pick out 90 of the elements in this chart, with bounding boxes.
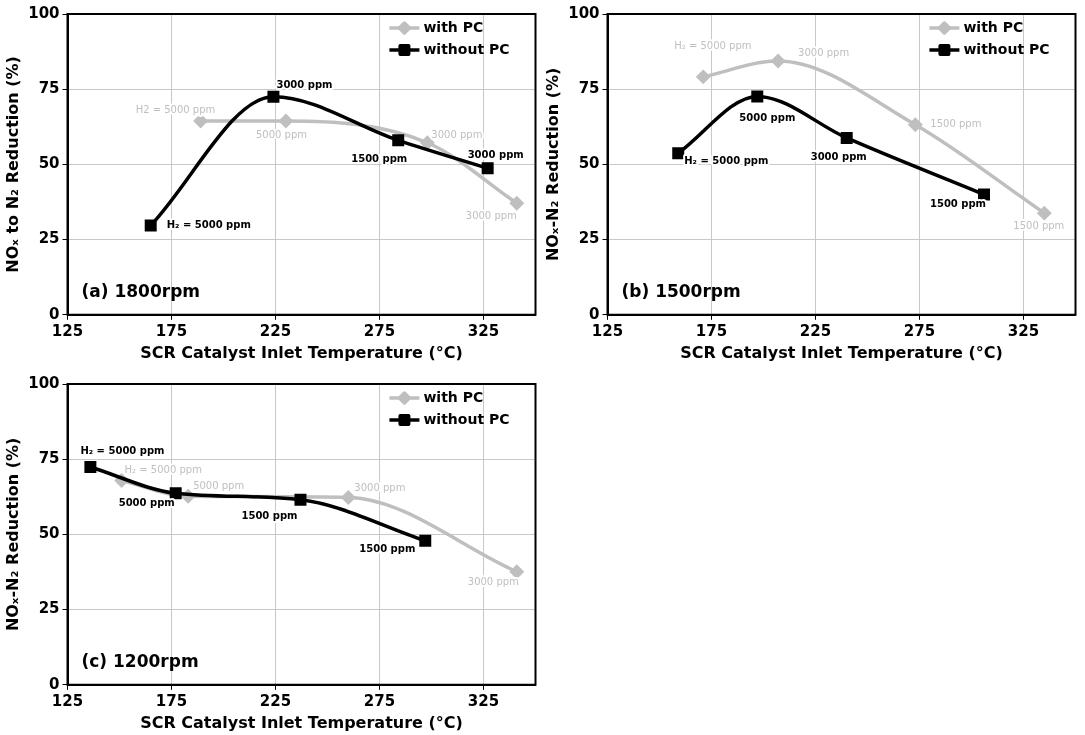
- x-tick-label: 325: [467, 691, 500, 710]
- point: [510, 196, 524, 210]
- annotation: 5000 ppm: [739, 112, 796, 124]
- y-axis-title: NOₓ to N₂ Reduction (%): [2, 56, 22, 273]
- y-tick-label: 50: [38, 524, 60, 543]
- x-tick-label: 175: [155, 691, 188, 710]
- legend-label: with PC: [963, 18, 1024, 35]
- annotation: 1500 ppm: [930, 118, 982, 130]
- annotation: 1500 ppm: [1013, 219, 1065, 231]
- y-tick-label: 0: [49, 304, 60, 323]
- point: [193, 114, 208, 128]
- point: [84, 461, 97, 474]
- point: [144, 219, 157, 232]
- point: [771, 54, 785, 68]
- y-tick-label: 75: [38, 79, 60, 98]
- annotation: 3000 ppm: [431, 129, 483, 141]
- x-tick-label: 275: [363, 691, 396, 710]
- point: [977, 188, 990, 201]
- y-axis-title: NOₓ-N₂ Reduction (%): [2, 437, 22, 632]
- x-tick-label: 225: [259, 691, 292, 710]
- legend-label: without PC: [963, 40, 1050, 57]
- annotation: 3000 ppm: [798, 46, 850, 58]
- annotation: H₂ = 5000 ppm: [124, 464, 202, 476]
- annotation: 3000 ppm: [465, 209, 517, 221]
- x-tick-label: 175: [695, 321, 728, 340]
- y-tick-label: 100: [28, 3, 60, 22]
- point: [419, 534, 432, 547]
- annotation: 3000 ppm: [276, 79, 333, 91]
- point: [840, 131, 853, 144]
- annotation: 1500 ppm: [929, 198, 987, 210]
- x-tick-label: 125: [51, 691, 84, 710]
- y-tick-label: 25: [38, 599, 60, 618]
- annotation: H₂ = 5000 ppm: [684, 154, 769, 166]
- point: [672, 147, 685, 160]
- point: [279, 114, 293, 128]
- annotation: 1500 ppm: [359, 543, 416, 555]
- x-tick-label: 325: [467, 321, 500, 340]
- point: [510, 564, 524, 579]
- annotation: 1500 ppm: [241, 510, 298, 522]
- y-axis-title: NOₓ-N₂ Reduction (%): [542, 67, 562, 262]
- point: [392, 134, 405, 147]
- annotation: (c) 1200rpm: [81, 650, 199, 671]
- legend-label: without PC: [423, 410, 510, 427]
- x-tick-label: 175: [155, 321, 188, 340]
- annotation: H₂ = 5000 ppm: [166, 219, 251, 231]
- annotation: H₂ = 5000 ppm: [674, 40, 752, 52]
- y-tick-label: 25: [38, 229, 60, 248]
- annotation: 3000 ppm: [467, 148, 524, 160]
- annotation: 5000 ppm: [118, 496, 175, 508]
- legend-label: without PC: [423, 40, 510, 57]
- y-tick-label: 0: [49, 674, 60, 693]
- y-tick-label: 75: [38, 449, 60, 468]
- x-tick-label: 225: [799, 321, 832, 340]
- x-tick-label: 225: [259, 321, 292, 340]
- y-tick-label: 100: [28, 373, 60, 392]
- point: [267, 90, 280, 103]
- annotation: 3000 ppm: [354, 482, 406, 493]
- y-tick-label: 50: [38, 154, 60, 173]
- point: [1037, 206, 1052, 220]
- x-tick-label: 275: [903, 321, 936, 340]
- annotation: (b) 1500rpm: [621, 280, 741, 301]
- legend-label: with PC: [423, 18, 484, 35]
- x-axis-title: SCR Catalyst Inlet Temperature (°C): [140, 712, 463, 732]
- x-axis-title: SCR Catalyst Inlet Temperature (°C): [140, 342, 463, 362]
- point: [696, 70, 710, 84]
- annotation: 3000 ppm: [810, 150, 867, 162]
- annotation: 3000 ppm: [467, 576, 519, 588]
- y-tick-label: 50: [578, 154, 600, 173]
- annotation: 5000 ppm: [193, 479, 245, 491]
- x-tick-label: 125: [51, 321, 84, 340]
- point: [751, 90, 764, 103]
- point: [294, 493, 307, 506]
- y-tick-label: 25: [578, 229, 600, 248]
- annotation: (a) 1800rpm: [81, 280, 201, 301]
- point: [341, 490, 356, 505]
- x-tick-label: 275: [363, 321, 396, 340]
- y-tick-label: 100: [568, 3, 600, 22]
- annotation: H₂ = 5000 ppm: [80, 444, 165, 456]
- y-tick-label: 0: [589, 304, 600, 323]
- point: [169, 487, 182, 500]
- point: [908, 117, 923, 132]
- annotation: H2 = 5000 ppm: [135, 103, 216, 115]
- y-tick-label: 75: [578, 79, 600, 98]
- annotation: 5000 ppm: [255, 128, 307, 140]
- x-tick-label: 125: [591, 321, 624, 340]
- x-axis-title: SCR Catalyst Inlet Temperature (°C): [680, 342, 1003, 362]
- annotation: 1500 ppm: [351, 152, 408, 164]
- legend-label: with PC: [423, 388, 484, 405]
- x-tick-label: 325: [1007, 321, 1040, 340]
- point: [481, 162, 494, 175]
